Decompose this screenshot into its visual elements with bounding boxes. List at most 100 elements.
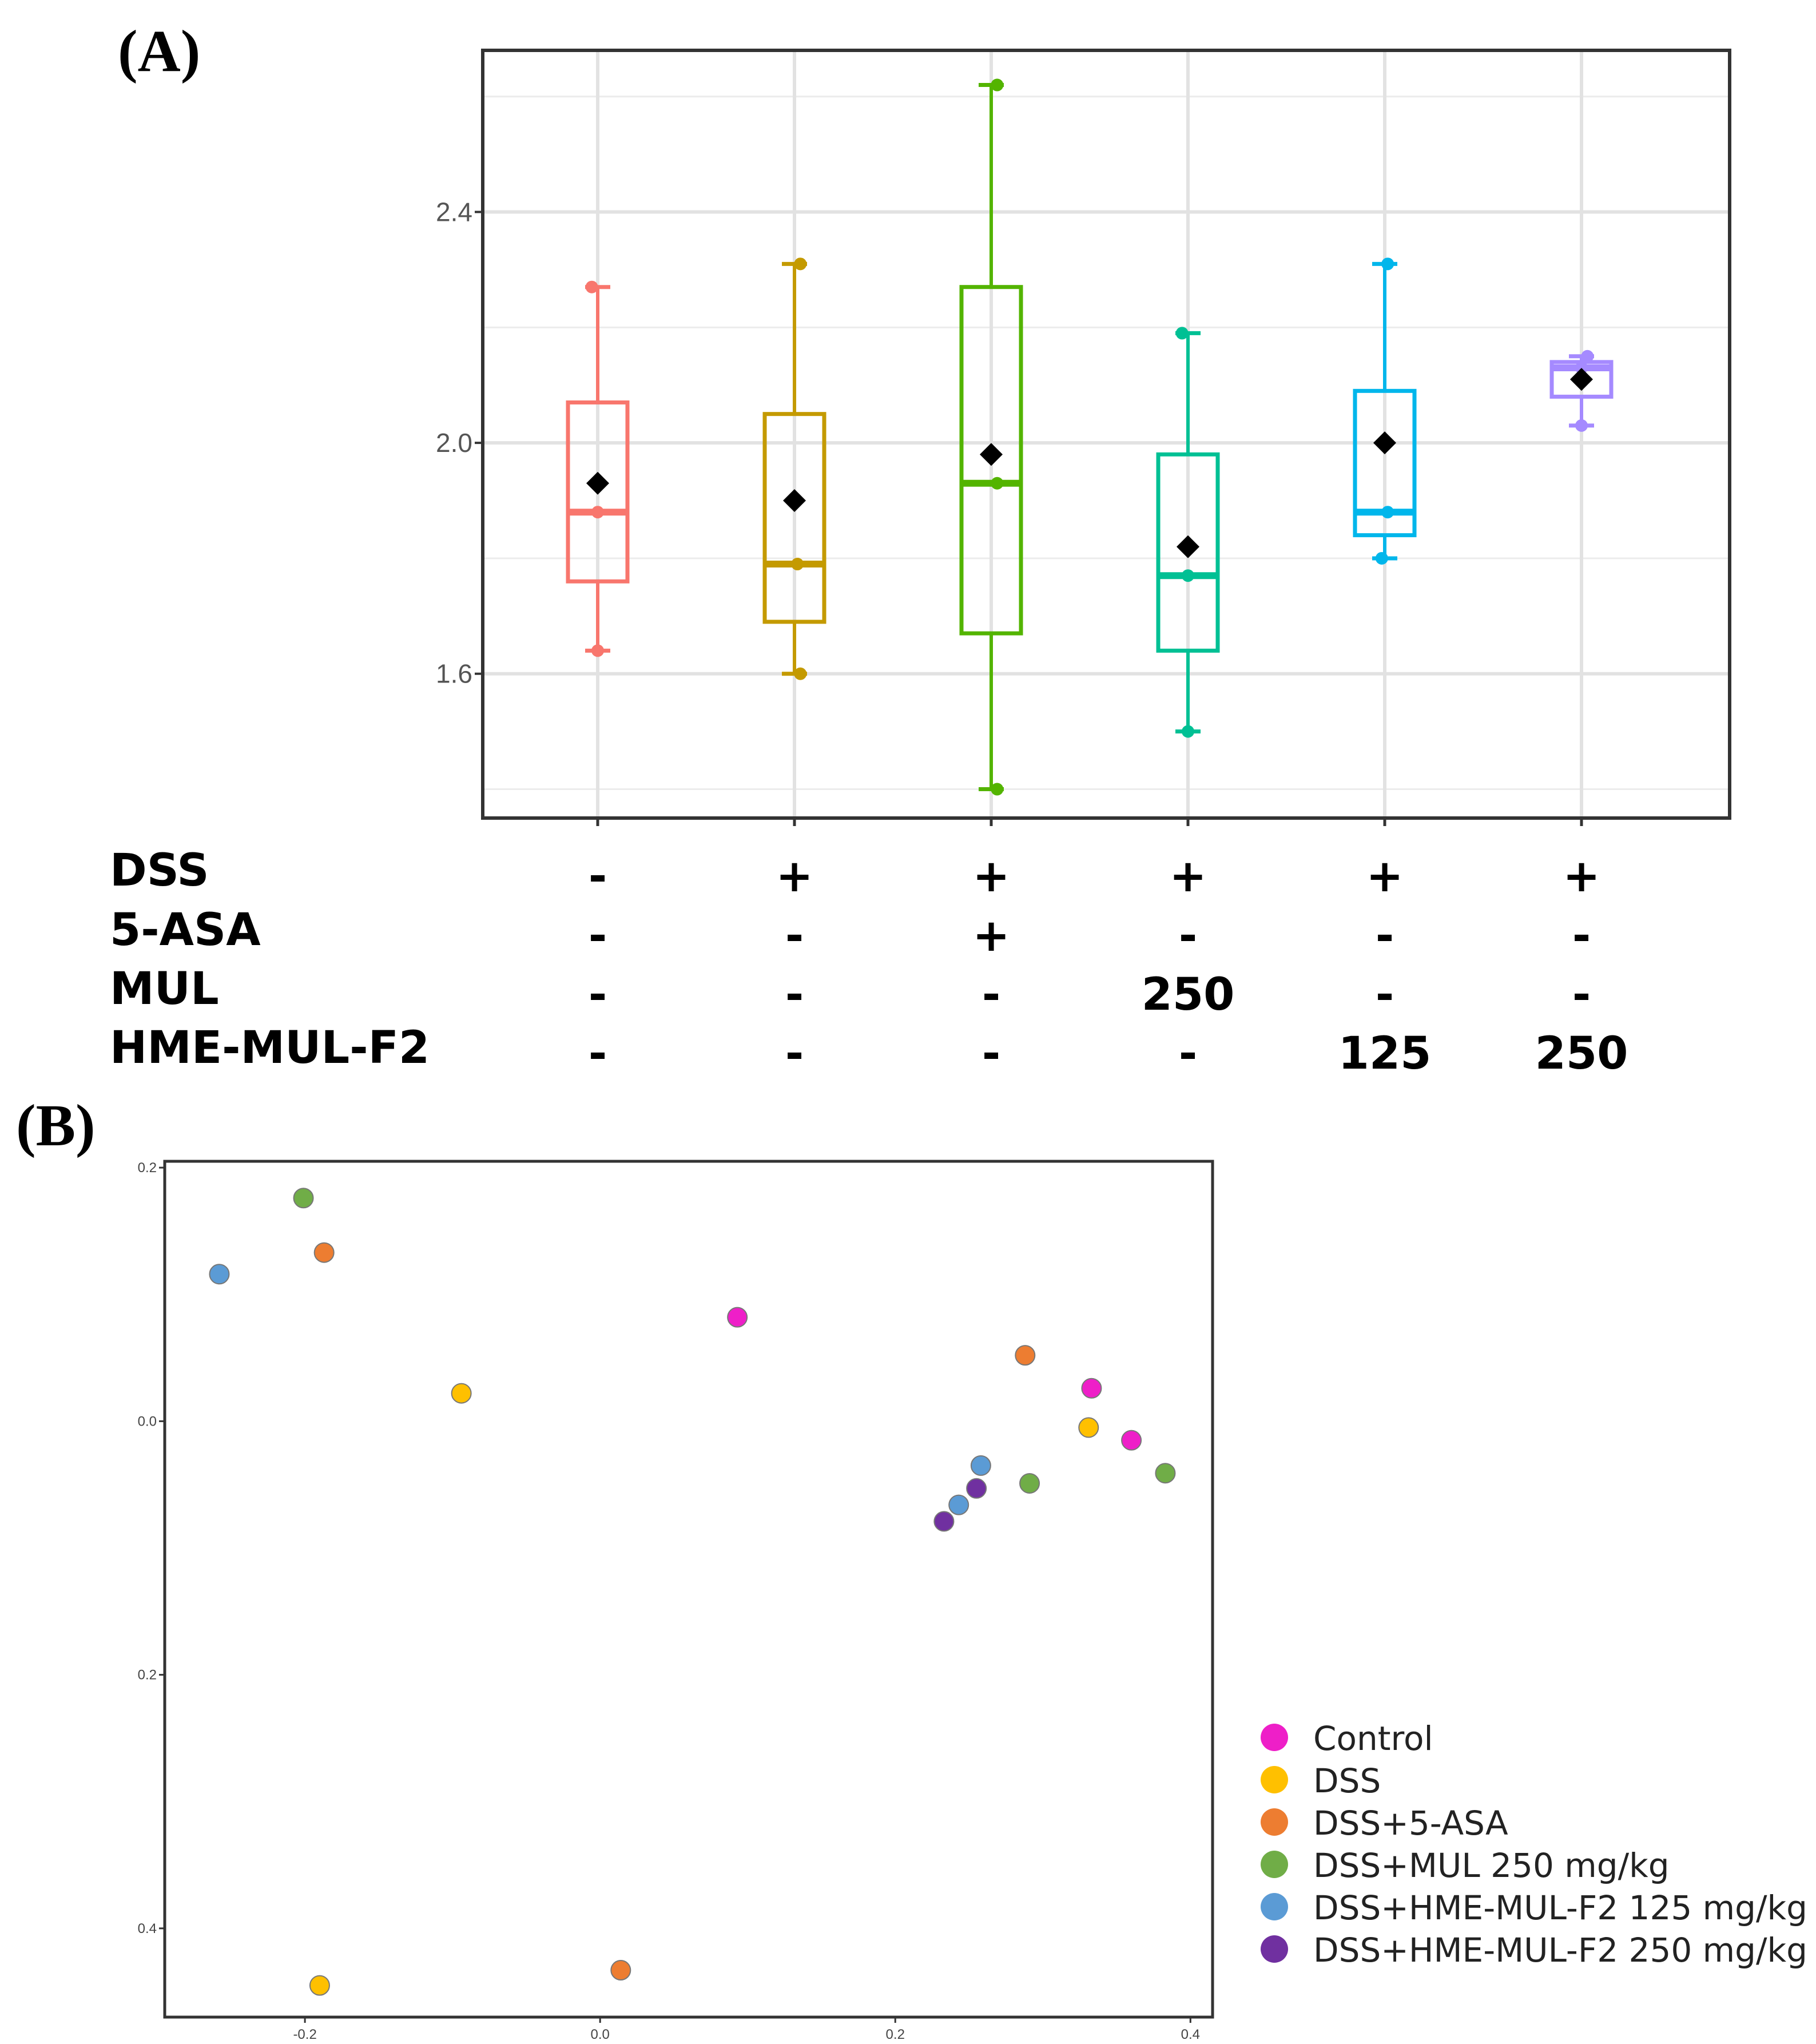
treatment-cell: + [776,851,813,902]
panel-b-x-axis: -0.2 0.0 0.2 0.4 [293,2017,1200,2042]
box-iqr [566,400,630,584]
data-point [1575,419,1588,432]
legend-swatch [1261,1724,1288,1751]
scatter-point [451,1383,472,1404]
scatter-point [313,1242,335,1263]
series-3 [313,1242,1036,1981]
treatment-cell: - [785,910,804,962]
legend-item-5: DSS+HME-MUL-F2 125 mg/kg [1261,1888,1807,1927]
boxplot-group-3 [959,78,1023,796]
panel-a-x-ticks [596,818,1583,826]
legend-label: DSS [1313,1761,1381,1800]
panel-a-plot-frame [481,49,1731,820]
scatter-point [1081,1378,1102,1399]
treatment-cell: - [785,1028,804,1079]
treatment-cell: - [1179,910,1197,962]
legend-swatch [1261,1893,1288,1920]
scatter-point [1015,1345,1036,1366]
y-tick-label: 2.0 [436,428,472,458]
y-tick-label: 0.2 [138,1668,157,1683]
legend-item-1: Control [1261,1719,1433,1758]
scatter-point [727,1307,748,1328]
boxplot-group-4 [1156,327,1220,738]
scatter-point [610,1959,631,1981]
mean-marker [586,471,609,495]
panel-a-y-axis: 1.6 2.0 2.4 [436,197,483,689]
legend-swatch [1261,1851,1288,1878]
treatment-cell: - [1572,969,1591,1021]
series-5 [209,1264,991,1515]
panel-b-y-axis: 0.2 0.0 0.2 0.4 [138,1160,165,1936]
treatment-cell: - [1179,1028,1197,1079]
legend-label: Control [1313,1719,1433,1758]
treatment-cell: - [589,910,607,962]
scatter-point [1121,1430,1142,1451]
treatment-cell: - [589,1028,607,1079]
treatment-cell: 125 [1338,1028,1432,1079]
scatter-point [1155,1463,1176,1484]
scatter-point [933,1511,955,1532]
data-point [1375,551,1388,565]
data-point [791,558,804,571]
box-iqr [959,285,1023,636]
data-point [1182,569,1194,582]
scatter-point [966,1478,987,1499]
legend-swatch [1261,1808,1288,1836]
scatter-point [1019,1473,1040,1494]
panel-a-gridlines [483,50,1730,818]
scatter-point [970,1455,991,1476]
legend-item-4: DSS+MUL 250 mg/kg [1261,1846,1670,1885]
data-point [591,644,604,657]
panel-a-boxplots [566,78,1614,796]
scatter-point [209,1264,230,1285]
box-iqr [1353,388,1417,538]
data-point [591,506,604,519]
treatment-cell: - [589,969,607,1021]
treatment-cell: - [589,851,607,902]
y-tick-label: 1.6 [436,659,472,689]
legend-swatch [1261,1935,1288,1963]
data-point [794,257,807,271]
data-point [585,280,598,293]
panel-a-label: (A) [118,18,200,84]
treatment-cell: - [1376,910,1394,962]
treatment-cell: - [1572,910,1591,962]
series-4 [293,1188,1176,1494]
boxplot-group-6 [1549,350,1614,432]
mean-marker [980,443,1003,466]
data-point [1381,257,1394,271]
boxplot-group-1 [566,280,630,657]
row-label-5-asa: 5-ASA [110,904,261,956]
treatment-cell: - [785,969,804,1021]
row-label-hme-mul-f2: HME-MUL-F2 [110,1022,430,1074]
box-iqr [1156,452,1220,653]
x-tick-label: 0.2 [886,2027,905,2042]
legend-label: DSS+HME-MUL-F2 250 mg/kg [1313,1931,1807,1970]
x-tick-label: 0.4 [1181,2027,1200,2042]
treatment-cell: 250 [1535,1028,1628,1079]
legend-item-2: DSS [1261,1761,1381,1800]
y-tick-label: 2.4 [436,197,472,227]
treatment-cell: - [982,1028,1000,1079]
treatment-cell: 250 [1142,969,1235,1021]
x-tick-label: 0.0 [590,2027,609,2042]
series-6 [933,1478,987,1532]
row-label-dss: DSS [110,845,209,896]
mean-marker [1373,431,1396,455]
mean-marker [783,489,806,513]
treatment-cell: + [972,910,1010,962]
mean-marker [1177,535,1199,558]
treatment-cell: + [1169,851,1206,902]
series-2 [309,1383,1099,1996]
treatment-cell: + [1563,851,1600,902]
mean-marker [1570,368,1593,391]
treatment-table: DSS - + + + + +5-ASA - - + - - - MUL - - - 250 - - HME-MUL-F… [110,845,1628,1079]
panel-b-label: (B) [16,1093,96,1158]
legend-label: DSS+5-ASA [1313,1804,1508,1843]
data-point [1581,350,1594,363]
series-1 [727,1307,1142,1451]
y-tick-label: 0.2 [138,1160,157,1176]
x-tick-label: -0.2 [293,2027,316,2042]
treatment-cell: + [972,851,1010,902]
